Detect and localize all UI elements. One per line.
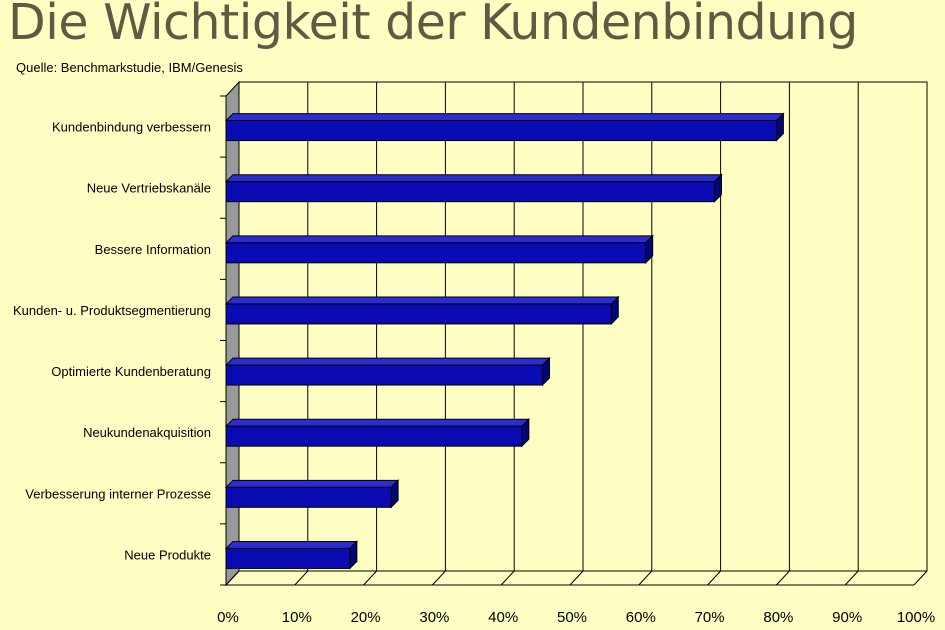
category-label: Bessere Information bbox=[95, 242, 211, 257]
bar-top bbox=[224, 479, 400, 488]
x-tick-label: 0% bbox=[217, 609, 239, 626]
x-tick-label: 90% bbox=[832, 609, 862, 626]
floor-gridline bbox=[432, 570, 446, 586]
x-tick-label: 80% bbox=[763, 609, 793, 626]
x-tick-label: 60% bbox=[626, 609, 656, 626]
chart-side-wall bbox=[225, 80, 240, 587]
bar-top bbox=[224, 235, 654, 244]
bar bbox=[225, 181, 715, 203]
bar-top bbox=[224, 174, 723, 183]
bar bbox=[225, 547, 351, 569]
floor-gridline bbox=[776, 570, 790, 586]
x-tick-label: 20% bbox=[351, 609, 381, 626]
x-tick-label: 50% bbox=[557, 609, 587, 626]
bar-top bbox=[224, 113, 785, 122]
floor-gridline bbox=[363, 570, 377, 586]
category-label: Verbesserung interner Prozesse bbox=[25, 486, 211, 501]
bar bbox=[225, 303, 612, 325]
bar-top bbox=[224, 296, 620, 305]
category-label: Neukundenakquisition bbox=[83, 425, 211, 440]
chart-title: Die Wichtigkeit der Kundenbindung bbox=[8, 0, 858, 51]
bar-top bbox=[224, 540, 359, 549]
bar bbox=[225, 242, 647, 264]
floor-gridline bbox=[294, 570, 309, 586]
bar bbox=[225, 425, 523, 447]
floor-gridline bbox=[569, 570, 584, 586]
bar bbox=[225, 364, 543, 386]
category-label: Neue Produkte bbox=[124, 547, 211, 562]
category-label: Optimierte Kundenberatung bbox=[51, 364, 211, 379]
floor-gridline bbox=[913, 570, 928, 586]
category-label: Neue Vertriebskanäle bbox=[87, 181, 211, 196]
x-tick-label: 10% bbox=[282, 609, 312, 626]
x-tick-label: 30% bbox=[419, 609, 449, 626]
x-tick-label: 100% bbox=[897, 609, 935, 626]
floor-gridline bbox=[638, 570, 653, 586]
category-label: Kundenbindung verbessern bbox=[52, 120, 211, 135]
bar-top bbox=[224, 418, 531, 427]
x-tick-label: 40% bbox=[488, 609, 518, 626]
bar bbox=[225, 486, 392, 508]
x-tick-label: 70% bbox=[695, 609, 725, 626]
category-label: Kunden- u. Produktsegmentierung bbox=[13, 303, 211, 318]
floor-gridline bbox=[844, 570, 859, 586]
floor-gridline bbox=[707, 570, 721, 586]
floor-gridline bbox=[225, 570, 240, 586]
floor-gridline bbox=[500, 570, 515, 586]
bar bbox=[225, 120, 777, 142]
chart-source: Quelle: Benchmarkstudie, IBM/Genesis bbox=[16, 60, 243, 75]
bar-top bbox=[224, 357, 551, 366]
